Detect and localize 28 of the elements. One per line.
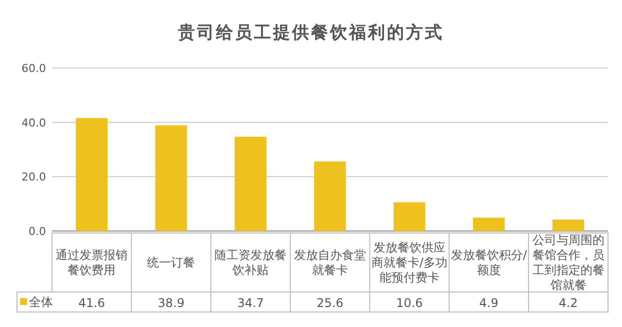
bar [552,220,584,231]
bar [234,136,266,231]
y-tick-label: 0.0 [28,225,46,238]
bar [76,118,108,231]
bar [155,125,188,231]
data-label: 4.9 [479,296,498,310]
data-label: 10.6 [396,296,423,310]
legend-label: 全体 [29,295,53,309]
data-label: 34.7 [237,296,264,310]
x-tick-label: 公司与周围的餐馆合作，员工到指定的餐馆就餐 [532,233,604,292]
chart-title: 贵司给员工提供餐饮福利的方式 [177,23,444,43]
x-tick-label: 统一订餐 [147,256,196,270]
x-tick-label: 随工资发放餐饮补贴 [214,248,287,277]
bar [314,161,346,231]
legend: 全体 [20,295,53,309]
x-tick-label: 通过发票报销餐饮费用 [56,248,128,277]
data-label: 4.2 [558,296,578,310]
y-tick-label: 40.0 [22,116,46,130]
x-tick-label: 发放餐饮积分/额度 [450,248,528,277]
data-label: 25.6 [316,296,344,310]
y-tick-label: 20.0 [22,170,46,184]
bar [472,218,505,231]
x-tick-label: 发放自办食堂就餐卡 [294,248,366,277]
bar [394,202,426,231]
y-tick-label: 60.0 [22,62,46,75]
data-label: 38.9 [158,296,184,310]
data-label: 41.6 [78,296,106,310]
x-tick-label: 发放餐饮供应商就餐卡/多功能预付费卡 [371,240,448,284]
